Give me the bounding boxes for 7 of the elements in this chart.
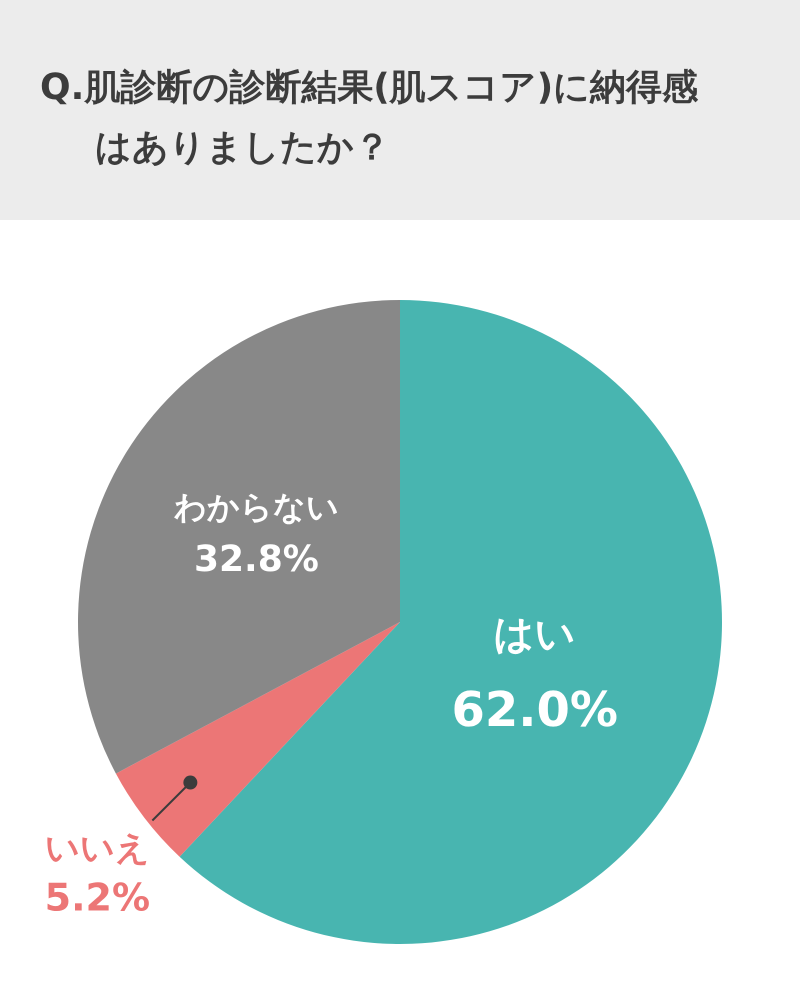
slice-label: はい [494,612,576,658]
data-label: 32.8% [194,539,319,580]
data-label: 5.2% [44,875,150,920]
slice-label: わからない [174,488,339,526]
data-label: 62.0% [451,682,618,738]
slice-label: いいえ [44,828,150,868]
chart-title: Q.肌診断の診断結果(肌スコア)に納得感はありましたか？ [40,66,700,170]
